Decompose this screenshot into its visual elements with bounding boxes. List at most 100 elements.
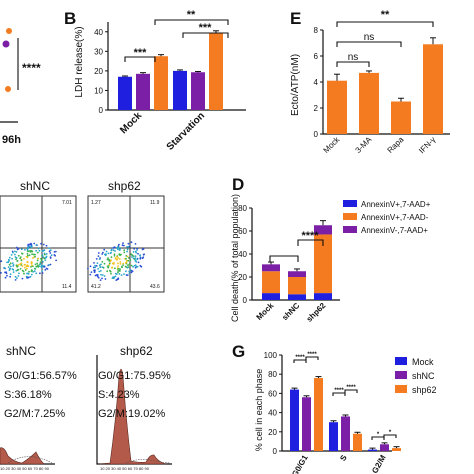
panel-g-bracket bbox=[344, 389, 358, 393]
flow-event-dot bbox=[37, 247, 40, 250]
flow-event-dot bbox=[22, 270, 25, 273]
flow-event-dot bbox=[110, 272, 112, 275]
flow-event-dot bbox=[36, 262, 38, 265]
panel-d-ytick-label: 40 bbox=[238, 250, 247, 259]
flow-event-dot bbox=[43, 249, 45, 252]
panel-b-group-label: Mock bbox=[118, 110, 144, 136]
flow-quadrant-lines bbox=[88, 196, 164, 292]
panel-a-tick: 96h bbox=[2, 134, 21, 146]
panel-d-category-label: shNC bbox=[280, 301, 301, 322]
flow-event-dot bbox=[8, 263, 11, 266]
flow-event-dot bbox=[26, 265, 28, 268]
flow-event-dot bbox=[118, 243, 120, 246]
flow-event-dot bbox=[121, 244, 124, 247]
flow-event-dot bbox=[136, 247, 139, 250]
flow-event-dot bbox=[125, 259, 128, 262]
flow-event-dot bbox=[49, 249, 52, 252]
flow-event-dot bbox=[45, 253, 48, 255]
panel-e-bar bbox=[391, 101, 411, 134]
flow-event-dot bbox=[7, 266, 10, 268]
flow-event-dot bbox=[126, 248, 129, 251]
panel-g-bar bbox=[302, 397, 311, 451]
panel-b-letter: B bbox=[64, 9, 76, 28]
flow-event-dot bbox=[136, 258, 139, 261]
panel-a-sig: **** bbox=[22, 61, 41, 75]
panel-d-bar-segment bbox=[314, 225, 332, 235]
flow-event-dot bbox=[19, 268, 22, 270]
panel-d-letter: D bbox=[232, 175, 244, 194]
panel-e-ytick-label: 0 bbox=[314, 130, 319, 139]
flow-event-dot bbox=[137, 261, 140, 264]
flow-event-dot bbox=[50, 254, 53, 257]
flow-event-dot bbox=[101, 266, 104, 269]
flow-event-dot bbox=[132, 265, 135, 268]
flow-event-dot bbox=[29, 275, 32, 278]
flow-event-dot bbox=[15, 264, 18, 267]
flow-plot-frame bbox=[0, 195, 77, 293]
flow-event-dot bbox=[109, 270, 112, 273]
panel-f-title: shp62 bbox=[120, 344, 153, 358]
panel-e: E Ecto/ATP(nM) 0 2 4 6 8 Mock 3-MA Rapa IFN-γ *… bbox=[290, 9, 450, 155]
flow-quadrant-value: 41.2 bbox=[91, 284, 101, 290]
flow-event-dot bbox=[26, 250, 29, 253]
flow-event-dot bbox=[103, 275, 106, 277]
flow-event-dot bbox=[15, 257, 18, 259]
flow-event-dot bbox=[108, 262, 111, 265]
cell-cycle-stat: G2/M:19.02% bbox=[98, 408, 165, 420]
panel-g-legend-label: shNC bbox=[412, 371, 435, 381]
panel-g-bar bbox=[380, 444, 389, 451]
flow-event-dot bbox=[101, 274, 104, 276]
flow-event-dot bbox=[101, 253, 104, 255]
panel-c-title: shp62 bbox=[108, 179, 141, 193]
panel-b-bar bbox=[191, 72, 205, 110]
panel-c: shNC shp62 7.01 11.4 1.27 11.9 41.2 43.6 bbox=[0, 179, 165, 293]
panel-e-ytick-label: 6 bbox=[314, 52, 319, 61]
flow-event-dot bbox=[109, 252, 112, 255]
flow-event-dot bbox=[106, 258, 109, 261]
flow-event-dot bbox=[44, 253, 46, 256]
flow-event-dot bbox=[16, 277, 18, 279]
panel-g-bar bbox=[341, 416, 350, 451]
flow-event-dot bbox=[24, 266, 26, 269]
flow-event-dot bbox=[38, 249, 41, 252]
flow-event-dot bbox=[44, 257, 47, 259]
flow-event-dot bbox=[120, 265, 123, 268]
flow-event-dot bbox=[33, 270, 36, 273]
panel-g-ytick-label: 0 bbox=[273, 447, 278, 456]
flow-event-dot bbox=[113, 246, 116, 249]
flow-event-dot bbox=[3, 266, 6, 269]
flow-event-dot bbox=[17, 264, 20, 266]
flow-event-dot bbox=[28, 254, 31, 256]
panel-b-group-label: Starvation bbox=[165, 110, 207, 152]
flow-event-dot bbox=[117, 265, 119, 267]
panel-d-category-label: shp62 bbox=[305, 301, 328, 324]
flow-event-dot bbox=[115, 258, 118, 261]
flow-event-dot bbox=[119, 261, 122, 263]
flow-event-dot bbox=[114, 250, 116, 252]
panel-g-sig: **** bbox=[307, 352, 317, 358]
panel-b-ytick-label: 0 bbox=[99, 106, 104, 115]
flow-event-dot bbox=[37, 265, 40, 268]
flow-event-dot bbox=[101, 277, 103, 280]
panel-d-bar-segment bbox=[262, 264, 280, 272]
panel-a-point bbox=[6, 28, 12, 34]
flow-event-dot bbox=[9, 267, 12, 270]
flow-event-dot bbox=[19, 263, 22, 266]
flow-event-dot bbox=[129, 259, 132, 262]
flow-event-dot bbox=[125, 257, 127, 260]
flow-event-dot bbox=[27, 245, 29, 247]
panel-g-group-label: G2/M bbox=[370, 453, 388, 474]
flow-event-dot bbox=[4, 276, 7, 279]
flow-event-dot bbox=[137, 252, 139, 255]
flow-event-dot bbox=[112, 263, 115, 265]
panel-d-legend-label: AnnexinV+,7-AAD+ bbox=[361, 200, 431, 209]
flow-event-dot bbox=[127, 242, 130, 245]
flow-event-dot bbox=[29, 243, 31, 246]
flow-event-dot bbox=[24, 248, 26, 251]
panel-b-bar bbox=[209, 32, 223, 110]
flow-event-dot bbox=[41, 270, 43, 272]
flow-event-dot bbox=[28, 276, 30, 279]
panel-e-category-label: IFN-γ bbox=[417, 135, 437, 155]
panel-b-sig: *** bbox=[134, 47, 148, 59]
